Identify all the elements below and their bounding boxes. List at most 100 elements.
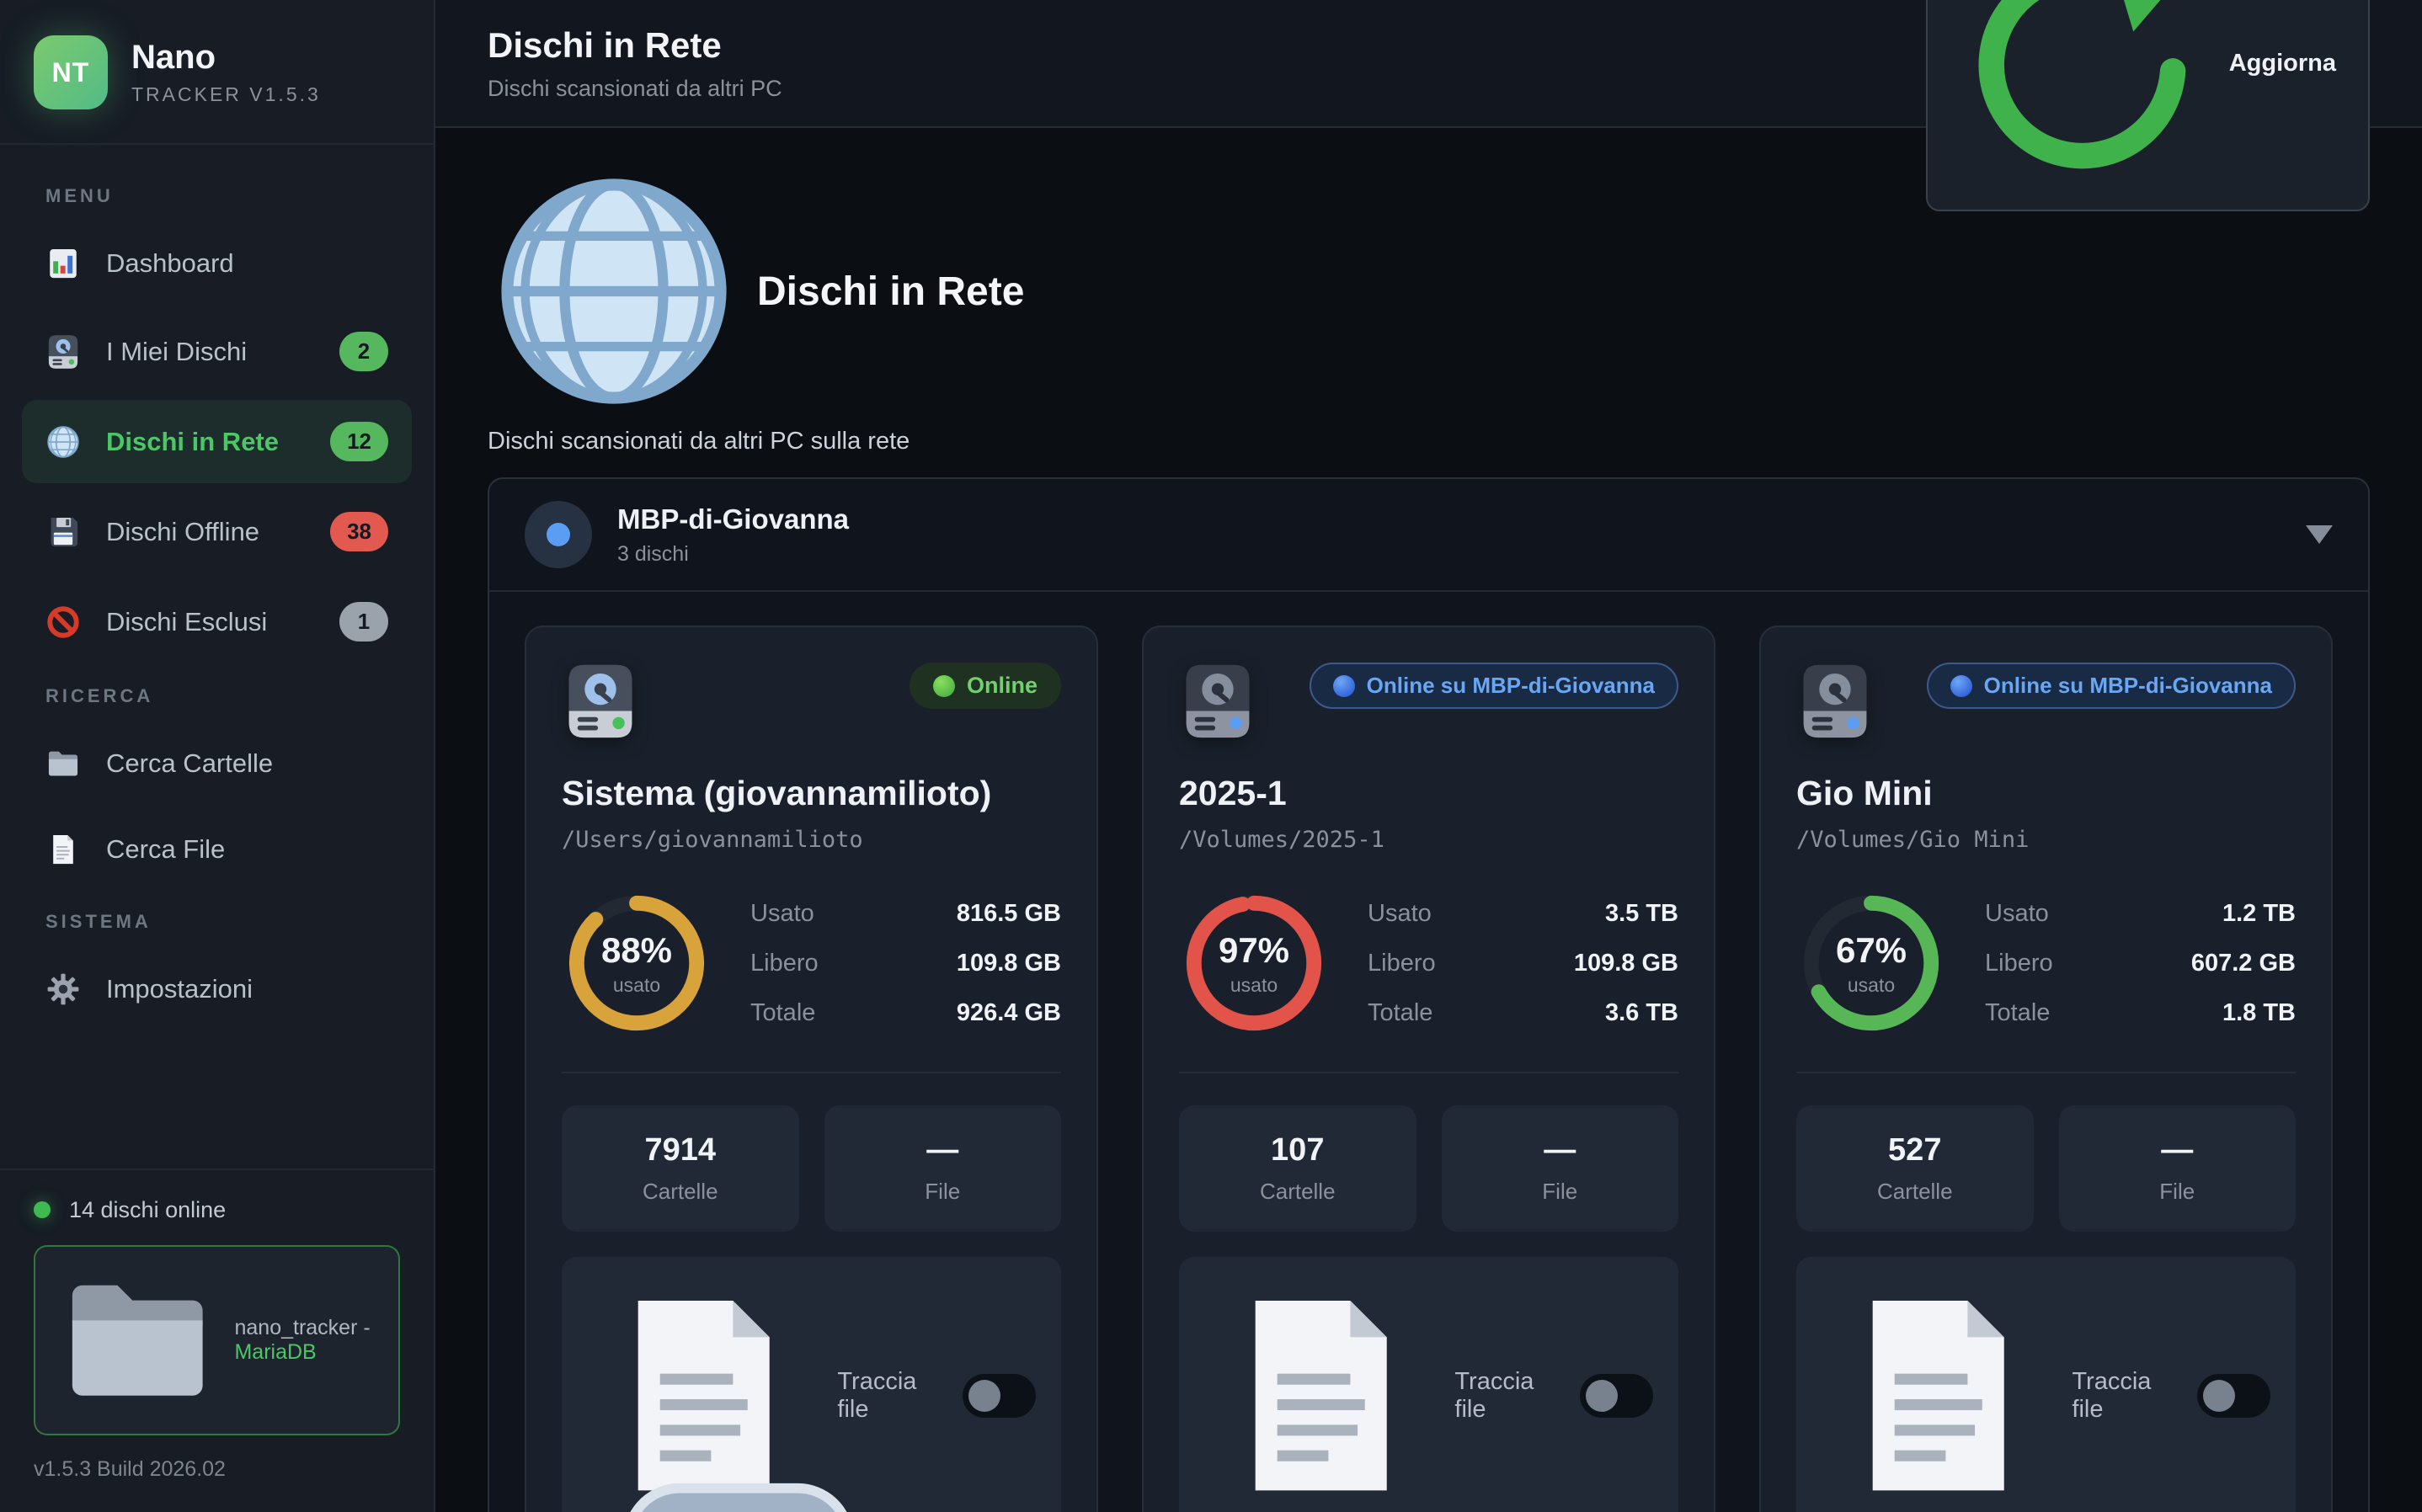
sidebar-item-label: Dischi Offline	[106, 516, 260, 546]
sidebar-item-cerca-cartelle[interactable]: Cerca Cartelle	[22, 724, 412, 803]
libero-value: 109.8 GB	[956, 949, 1061, 977]
chevron-down-icon[interactable]	[2306, 525, 2333, 544]
usage-percent: 67%	[1835, 929, 1907, 970]
count-badge: 1	[339, 602, 388, 642]
usato-label: Usato	[1368, 899, 1432, 927]
group-header[interactable]: MBP-di-Giovanna 3 dischi	[489, 479, 2368, 592]
status-badge-online-remote: Online su MBP-di-Giovanna	[1309, 663, 1678, 709]
toggle-knob	[1586, 1379, 1619, 1412]
online-status-dot	[34, 1201, 51, 1219]
green-status-dot	[932, 674, 955, 697]
main-area: Dischi in Rete Dischi scansionati da alt…	[435, 0, 2422, 1512]
divider	[1796, 1072, 2296, 1073]
divider	[1179, 1072, 1678, 1073]
sidebar-item-i-miei-dischi[interactable]: I Miei Dischi 2	[22, 310, 412, 393]
cartelle-count: 7914	[644, 1132, 717, 1168]
cartelle-count: 527	[1888, 1132, 1942, 1168]
usato-label: Usato	[750, 899, 814, 927]
hard-disk-icon	[1179, 663, 1256, 740]
disk-cards: Online Sistema (giovannamilioto) /Users/…	[489, 592, 2368, 1512]
database-name: MariaDB	[234, 1339, 317, 1364]
disk-path: /Volumes/Gio Mini	[1796, 827, 2030, 853]
pc-disk-count: 3 dischi	[617, 541, 689, 566]
sidebar-item-label: Dashboard	[106, 248, 234, 278]
traccia-file-label: Traccia file	[1454, 1367, 1534, 1423]
refresh-button[interactable]: Aggiorna	[1925, 0, 2370, 211]
cartelle-count: 107	[1271, 1132, 1325, 1168]
libero-value: 607.2 GB	[2190, 949, 2296, 977]
sidebar-item-label: Impostazioni	[106, 974, 253, 1004]
count-badge: 38	[330, 512, 388, 551]
disk-card-gio-mini: Online su MBP-di-Giovanna Gio Mini /Volu…	[1759, 626, 2333, 1512]
toggle-knob	[2203, 1379, 2236, 1412]
usage-percent-label: usato	[1847, 973, 1896, 996]
usage-percent-label: usato	[612, 973, 661, 996]
refresh-icon	[1960, 0, 2212, 189]
sidebar: NT Nano TRACKER V1.5.3 MENU Dashboard I …	[0, 0, 435, 1512]
libero-label: Libero	[1985, 949, 2053, 977]
stat-cartelle: 107 Cartelle	[1179, 1105, 1416, 1232]
sidebar-item-label: Cerca Cartelle	[106, 748, 274, 778]
header-title: Dischi in Rete	[488, 24, 722, 65]
app-logo: NT Nano TRACKER V1.5.3	[0, 0, 434, 145]
disk-card-sistema: Online Sistema (giovannamilioto) /Users/…	[525, 626, 1098, 1512]
database-status[interactable]: nano_tracker - MariaDB	[34, 1244, 400, 1435]
totale-label: Totale	[1985, 998, 2051, 1026]
sidebar-item-label: Dischi in Rete	[106, 426, 279, 456]
usato-value: 816.5 GB	[956, 899, 1061, 927]
status-badge-online-remote: Online su MBP-di-Giovanna	[1926, 663, 2296, 709]
traccia-file-label: Traccia file	[2072, 1367, 2152, 1423]
sidebar-nav: MENU Dashboard I Miei Dischi 2 Dischi in…	[0, 145, 434, 1054]
usage-donut: 88% usato	[562, 888, 712, 1038]
disk-name: Sistema (giovannamilioto)	[562, 774, 992, 812]
file-count: —	[926, 1132, 959, 1168]
sidebar-item-label: Cerca File	[106, 834, 226, 864]
disk-path: /Volumes/2025-1	[1179, 827, 1384, 853]
cartelle-label: Cartelle	[1259, 1179, 1336, 1204]
sidebar-item-impostazioni[interactable]: Impostazioni	[22, 950, 412, 1029]
scan-refresh-icon	[612, 1472, 865, 1512]
totale-label: Totale	[750, 998, 816, 1026]
file-label: File	[2159, 1179, 2195, 1204]
traccia-file-toggle[interactable]	[1580, 1373, 1653, 1418]
blue-status-dot	[1332, 674, 1355, 697]
sidebar-item-dischi-esclusi[interactable]: Dischi Esclusi 1	[22, 580, 412, 663]
sistema-section-label: SISTEMA	[45, 911, 152, 932]
gear-icon	[45, 972, 81, 1007]
disk-card-2025-1: Online su MBP-di-Giovanna 2025-1 /Volume…	[1142, 626, 1715, 1512]
refresh-button-label: Aggiorna	[2228, 49, 2336, 77]
usage-percent: 88%	[600, 929, 673, 970]
usage-donut: 67% usato	[1796, 888, 1946, 1038]
traccia-file-row: Traccia file	[1179, 1257, 1678, 1512]
stat-file: — File	[1441, 1105, 1678, 1232]
sidebar-item-cerca-file[interactable]: Cerca File	[22, 810, 412, 889]
online-status: 14 dischi online	[34, 1197, 400, 1223]
usato-value: 1.2 TB	[2222, 899, 2296, 927]
file-label: File	[925, 1179, 961, 1204]
sidebar-item-dischi-in-rete[interactable]: Dischi in Rete 12	[22, 400, 412, 483]
sidebar-item-dashboard[interactable]: Dashboard	[22, 224, 412, 303]
pc-group-mbp-di-giovanna: MBP-di-Giovanna 3 dischi Online Sistem	[488, 477, 2370, 1512]
sidebar-item-dischi-offline[interactable]: Dischi Offline 38	[22, 490, 412, 573]
cartelle-label: Cartelle	[642, 1179, 718, 1204]
usage-donut: 97% usato	[1179, 888, 1329, 1038]
usato-label: Usato	[1985, 899, 2049, 927]
sidebar-footer: 14 dischi online nano_tracker - MariaDB …	[0, 1168, 434, 1512]
usato-value: 3.5 TB	[1604, 899, 1678, 927]
usage-percent: 97%	[1218, 929, 1290, 970]
traccia-file-toggle[interactable]	[963, 1373, 1036, 1418]
traccia-file-toggle[interactable]	[2197, 1373, 2270, 1418]
folder-icon	[45, 746, 81, 781]
pc-avatar	[525, 501, 592, 568]
sidebar-item-label: I Miei Dischi	[106, 336, 248, 366]
disk-name: Gio Mini	[1796, 774, 1933, 812]
folder-icon	[57, 1260, 217, 1420]
stat-file: — File	[824, 1105, 1061, 1232]
app-version-subtitle: TRACKER V1.5.3	[131, 83, 321, 105]
menu-section-label: MENU	[45, 185, 114, 206]
blue-status-dot	[1950, 674, 1972, 697]
libero-value: 109.8 GB	[1573, 949, 1678, 977]
app-logo-badge: NT	[34, 35, 108, 109]
content: Dischi in Rete Dischi scansionati da alt…	[435, 128, 2422, 1512]
file-label: File	[1542, 1179, 1578, 1204]
